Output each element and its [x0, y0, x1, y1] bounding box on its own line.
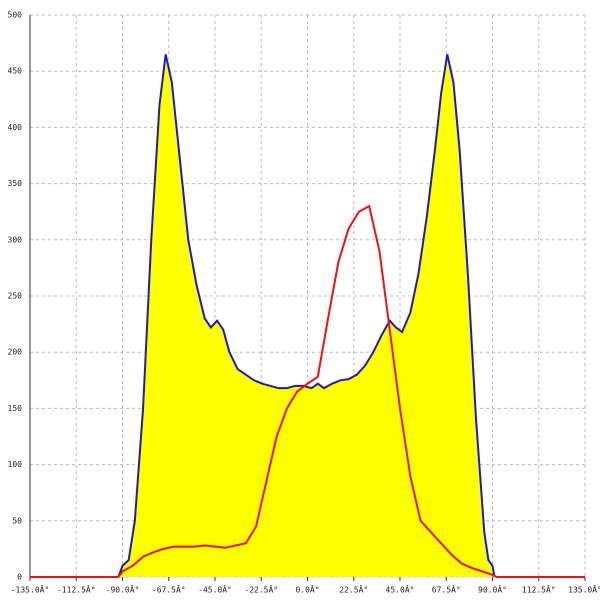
y-tick-label: 300	[8, 235, 23, 244]
x-tick-label: 22.5Â°	[339, 584, 368, 595]
y-tick-label: 0	[17, 573, 22, 582]
y-tick-label: 100	[8, 460, 23, 469]
series-line	[117, 54, 496, 578]
y-tick-label: 200	[8, 348, 23, 357]
x-tick-label: 45.0Â°	[386, 584, 415, 595]
x-tick-label: 135.0Â°	[568, 584, 600, 595]
x-tick-label: -135.0Â°	[11, 584, 50, 595]
area-fill	[118, 54, 495, 577]
x-tick-label: 112.5Â°	[522, 584, 556, 595]
x-tick-label: -67.5Â°	[152, 584, 186, 595]
x-tick-label: 90.0Â°	[478, 584, 507, 595]
x-tick-label: -90.0Â°	[106, 584, 140, 595]
x-tick-label: 67.5Â°	[432, 584, 461, 595]
y-tick-label: 500	[8, 11, 23, 20]
x-tick-label: -112.5Â°	[57, 584, 96, 595]
x-tick-label: -22.5Â°	[244, 584, 278, 595]
y-tick-label: 50	[12, 516, 22, 525]
x-tick-label: -45.0Â°	[198, 584, 232, 595]
y-tick-label: 150	[8, 404, 23, 413]
x-tick-label: 0.0Â°	[295, 584, 319, 595]
y-tick-label: 450	[8, 67, 23, 76]
series-line	[30, 204, 585, 578]
y-tick-label: 250	[8, 292, 23, 301]
y-tick-label: 350	[8, 179, 23, 188]
y-tick-label: 400	[8, 123, 23, 132]
